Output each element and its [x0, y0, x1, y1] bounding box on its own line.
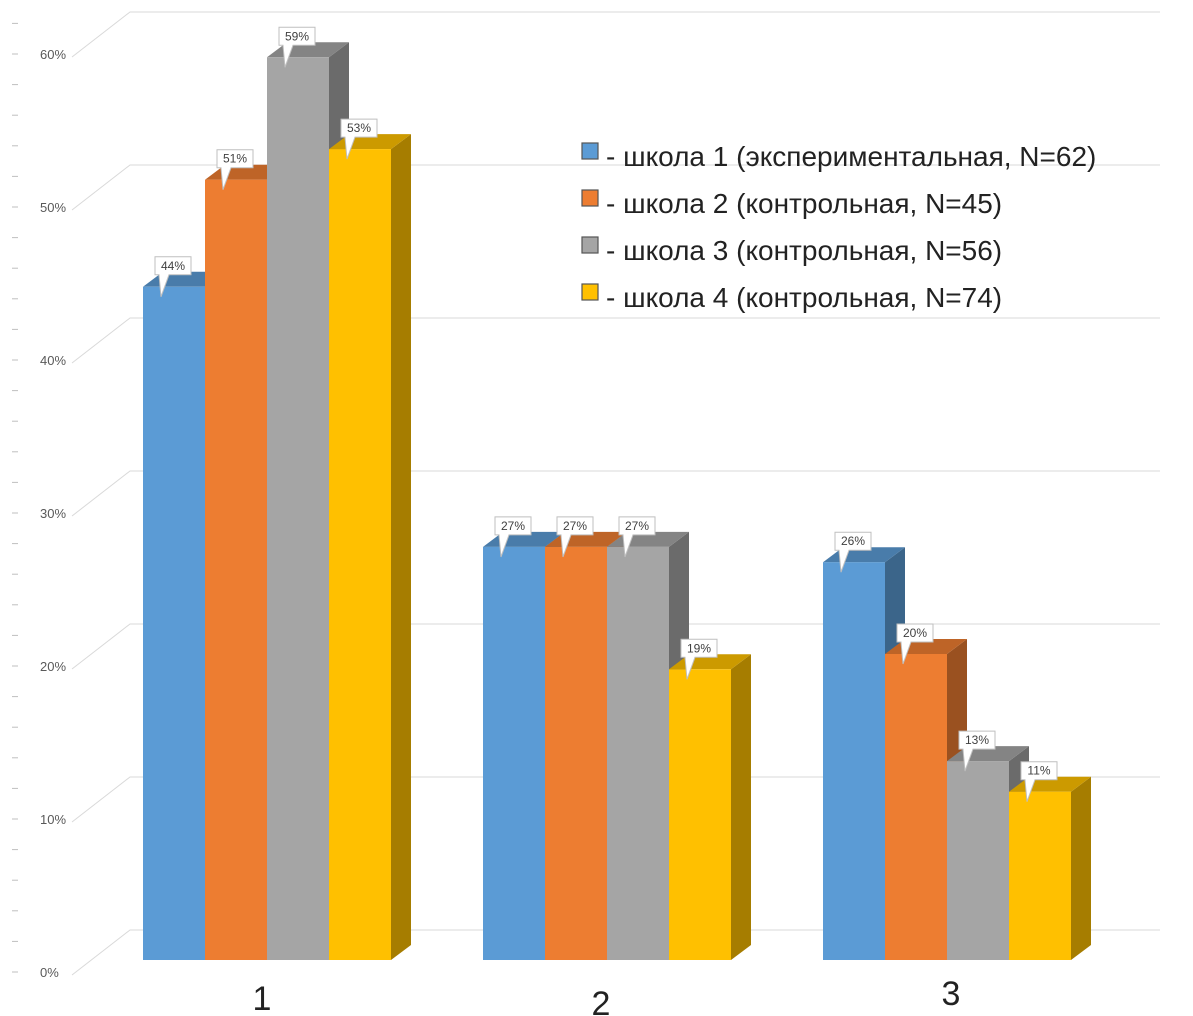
- y-tick-label: 40%: [40, 353, 66, 368]
- y-axis: 0% 10% 20% 30% 40% 50% 60%: [12, 22, 66, 980]
- data-label-callout: [1020, 761, 1058, 802]
- data-label-callout: [216, 149, 254, 190]
- legend-item: - школа 1 (экспериментальная, N=62): [581, 141, 1096, 172]
- y-tick-label: 30%: [40, 506, 66, 521]
- bar-front: [885, 654, 947, 960]
- data-label-text: 51%: [223, 152, 247, 166]
- gridline: [71, 929, 1160, 976]
- data-label-text: 59%: [285, 29, 309, 43]
- data-label: 51%: [216, 149, 254, 190]
- data-label-text: 19%: [687, 641, 711, 655]
- bar-front: [483, 546, 545, 960]
- data-label: 27%: [494, 516, 532, 558]
- data-label-callout: [556, 516, 594, 558]
- data-label-callout: [618, 516, 656, 558]
- x-axis: 1 2 3: [253, 975, 961, 1016]
- legend-item: - школа 4 (контрольная, N=74): [581, 282, 1002, 313]
- gridline: [71, 470, 1160, 517]
- data-label: 19%: [680, 638, 718, 680]
- bar-side: [1071, 776, 1091, 960]
- legend-swatch: [581, 189, 599, 207]
- data-label-text: 44%: [161, 259, 185, 273]
- bar: [669, 654, 751, 960]
- legend-label: - школа 4 (контрольная, N=74): [606, 282, 1002, 313]
- data-label-text: 27%: [501, 519, 525, 533]
- gridline: [71, 317, 1160, 364]
- bar-front: [205, 179, 267, 960]
- bar-front: [669, 669, 731, 960]
- legend: - школа 1 (экспериментальная, N=62) - шко…: [581, 141, 1096, 313]
- data-label: 44%: [154, 256, 192, 297]
- bar-side: [391, 134, 411, 961]
- bars: [143, 42, 1091, 961]
- data-label-text: 11%: [1027, 764, 1050, 778]
- data-label: 59%: [278, 26, 316, 68]
- data-label-callout: [154, 256, 192, 297]
- data-label-callout: [896, 623, 934, 665]
- bar-front: [143, 286, 205, 960]
- data-label-callout: [340, 118, 378, 160]
- data-label: 26%: [834, 531, 872, 573]
- gridline: [71, 11, 1160, 58]
- data-label-callout: [958, 730, 996, 772]
- bar-front: [1009, 791, 1071, 960]
- x-tick-label: 1: [253, 980, 272, 1016]
- y-tick-label: 20%: [40, 659, 66, 674]
- gridline: [71, 164, 1160, 211]
- data-label-text: 27%: [625, 519, 649, 533]
- y-tick-label: 60%: [40, 47, 66, 62]
- legend-label: - школа 1 (экспериментальная, N=62): [606, 141, 1096, 172]
- y-tick-label: 50%: [40, 200, 66, 215]
- bar-front: [267, 57, 329, 961]
- data-label-callout: [278, 26, 316, 68]
- data-labels: 44% 51% 59% 53% 27% 27% 27% 19% 26% 20% 13% 11%: [154, 26, 1058, 802]
- data-label: 11%: [1020, 761, 1058, 802]
- data-label-text: 53%: [347, 121, 371, 135]
- data-label: 53%: [340, 118, 378, 160]
- grid-lines: [71, 11, 1160, 976]
- data-label: 27%: [618, 516, 656, 558]
- bar-side: [731, 654, 751, 960]
- data-label: 13%: [958, 730, 996, 772]
- gridline: [71, 623, 1160, 670]
- bar-front: [607, 546, 669, 960]
- legend-swatch: [581, 142, 599, 160]
- bar-front: [545, 546, 607, 960]
- legend-swatch: [581, 236, 599, 254]
- x-tick-label: 2: [592, 985, 611, 1016]
- data-label-text: 13%: [965, 733, 989, 747]
- bar-front: [947, 761, 1009, 960]
- data-label-callout: [834, 531, 872, 573]
- data-label: 20%: [896, 623, 934, 665]
- data-label-text: 27%: [563, 519, 587, 533]
- bar-front: [329, 149, 391, 961]
- legend-swatch: [581, 283, 599, 301]
- y-tick-label: 10%: [40, 812, 66, 827]
- gridline: [71, 776, 1160, 823]
- bar: [1009, 776, 1091, 960]
- data-label-callout: [680, 638, 718, 680]
- legend-item: - школа 2 (контрольная, N=45): [581, 188, 1002, 219]
- data-label: 27%: [556, 516, 594, 558]
- y-tick-label: 0%: [40, 965, 59, 980]
- bar: [329, 134, 411, 961]
- legend-item: - школа 3 (контрольная, N=56): [581, 235, 1002, 266]
- data-label-text: 20%: [903, 626, 927, 640]
- data-label-callout: [494, 516, 532, 558]
- legend-label: - школа 2 (контрольная, N=45): [606, 188, 1002, 219]
- x-tick-label: 3: [942, 975, 961, 1013]
- legend-label: - школа 3 (контрольная, N=56): [606, 235, 1002, 266]
- bar-front: [823, 562, 885, 960]
- data-label-text: 26%: [841, 534, 865, 548]
